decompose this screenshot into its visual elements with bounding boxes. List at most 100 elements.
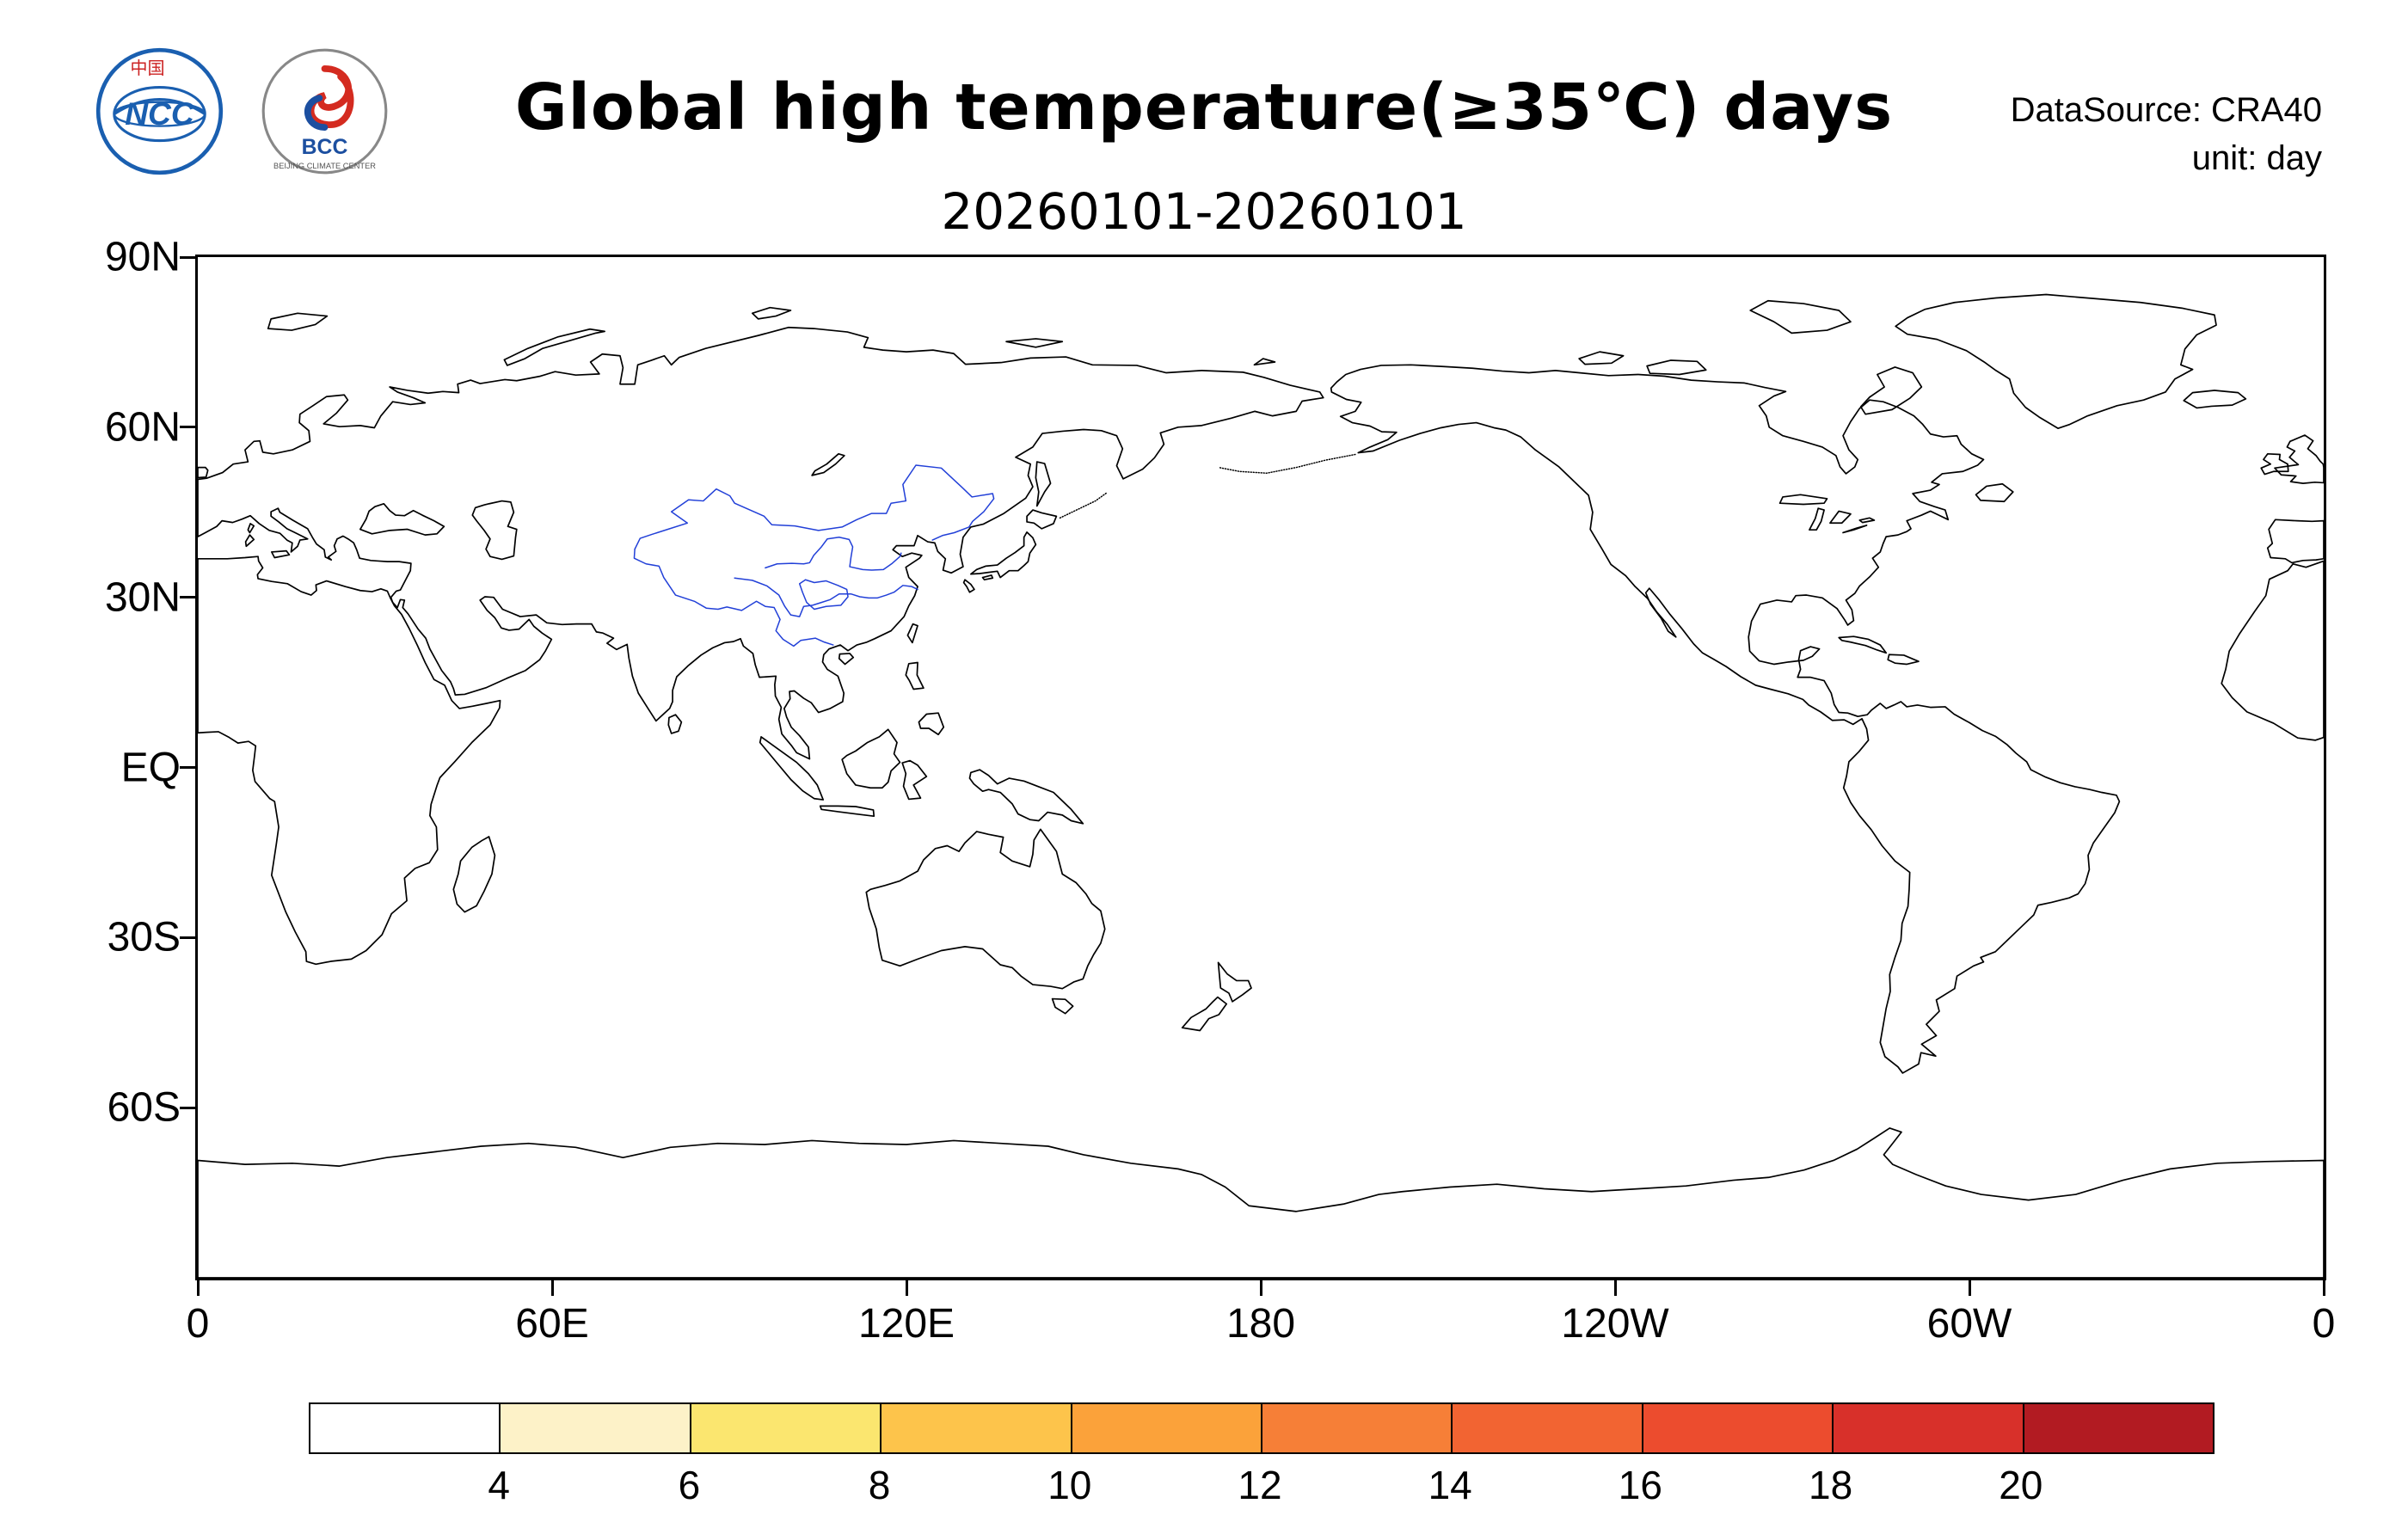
coastline [839, 654, 853, 665]
globe-ellipse-icon [113, 101, 206, 127]
ncc-logo-cn-text: 中国 [130, 58, 164, 78]
colorbar-tick-label: 14 [1428, 1463, 1472, 1507]
lon-tick-label: 60W [1926, 1301, 2012, 1347]
datasource-text: DataSource: CRA40 [2010, 91, 2322, 129]
lon-tickmark [2322, 1280, 2325, 1296]
china-boundary-river [635, 465, 993, 549]
coastline [360, 504, 445, 535]
colorbar-cell [1834, 1404, 2024, 1452]
coastline [1006, 339, 1062, 347]
china-boundary-river [634, 549, 832, 647]
colorbar-tick-label: 18 [1809, 1463, 1853, 1507]
coastline [820, 806, 874, 816]
coastline [1780, 494, 1828, 504]
colorbar-tick-label: 8 [868, 1463, 891, 1507]
bcc-logo: BCC BEIJING CLIMATE CENTER [261, 48, 388, 175]
lon-tickmark [550, 1280, 554, 1296]
coastline [1843, 525, 1866, 533]
world-map [198, 257, 2324, 1278]
coastline [1809, 508, 1824, 530]
ncc-logo: 中国 NCC [95, 47, 224, 175]
coastline [1895, 295, 2216, 429]
lat-tick-label: EQ [120, 745, 181, 790]
coastline [504, 329, 605, 365]
coastline [1861, 367, 1922, 414]
lon-tickmark [196, 1280, 200, 1296]
lon-tick-label: 0 [186, 1301, 210, 1347]
colorbar [309, 1402, 2214, 1454]
coastline [969, 770, 1083, 824]
lat-tick-label: 90N [104, 234, 181, 280]
coastline [198, 468, 208, 478]
ncc-logo-label: NCC [125, 95, 195, 132]
coastline [1254, 359, 1275, 365]
coastline [1579, 352, 1624, 365]
coastline [1859, 518, 1874, 522]
colorbar-tick-label: 16 [1618, 1463, 1662, 1507]
coastline [907, 624, 918, 643]
china-boundary-river [765, 537, 901, 570]
coastline [668, 715, 681, 733]
coastline [902, 761, 926, 800]
coastline [1976, 484, 2013, 501]
colorbar-tick-label: 4 [488, 1463, 510, 1507]
colorbar-labels: 4 6 8 10 12 14 16 18 20 [309, 1462, 2211, 1510]
coastline [1830, 511, 1851, 523]
coastline [760, 737, 823, 800]
lat-tickmark [180, 596, 195, 599]
coastline [198, 556, 501, 964]
lat-tickmark [180, 766, 195, 769]
lat-tickmark [180, 936, 195, 939]
coastline [866, 829, 1104, 988]
bcc-logo-label: BCC [302, 136, 348, 159]
colorbar-tick-label: 20 [1999, 1463, 2043, 1507]
colorbar-cell [691, 1404, 882, 1452]
colorbar-cell [310, 1404, 501, 1452]
page-subtitle: 20260101-20260101 [941, 182, 1467, 241]
colorbar-tick-label: 10 [1047, 1463, 1092, 1507]
source-block: DataSource: CRA40 unit: day [2011, 86, 2322, 182]
colorbar-cell [1643, 1404, 1834, 1452]
lat-tick-label: 60S [107, 1084, 181, 1131]
coastline [2275, 435, 2324, 483]
coastline [2221, 561, 2324, 740]
lon-tick-label: 120W [1561, 1301, 1669, 1347]
coastline [472, 501, 517, 560]
lat-tickmark [180, 1106, 195, 1109]
coastline [918, 713, 943, 734]
colorbar-cell [2024, 1404, 2214, 1452]
lon-tickmark [1613, 1280, 1617, 1296]
globe-arc-icon [113, 98, 206, 115]
bcc-logo-ring [261, 48, 388, 175]
china-boundary-river [734, 578, 918, 617]
coastline [2268, 519, 2324, 562]
ncc-logo-ring [95, 47, 224, 175]
coastline [1750, 301, 1851, 334]
unit-text: unit: day [2191, 139, 2322, 177]
china-boundary-river [800, 580, 848, 609]
bcc-swirl-red-icon [307, 65, 354, 128]
coastline [964, 580, 974, 592]
coastline [1182, 997, 1227, 1031]
coastline [1331, 365, 2120, 1073]
longitude-axis: 0 60E 120E 180 120W 60W 0 [187, 1300, 2336, 1352]
lat-tickmark [180, 255, 195, 259]
island-chain-dotted [1060, 493, 1108, 519]
coastline [198, 1128, 2324, 1278]
coastline [453, 837, 494, 912]
coastline [248, 524, 254, 533]
latitude-axis: 90N 60N 30N EQ 30S 60S [26, 235, 181, 1278]
lon-tick-label: 120E [857, 1301, 955, 1347]
coastline [2184, 390, 2245, 408]
coastline [1888, 654, 1919, 664]
coastline [1839, 636, 1886, 653]
colorbar-cell [1072, 1404, 1263, 1452]
bcc-swirl-blue-icon [304, 95, 329, 131]
coastline [842, 729, 900, 788]
page-title: Global high temperature(≥35℃) days [514, 71, 1894, 144]
coastline [906, 663, 924, 690]
coastline [1035, 462, 1050, 506]
lon-tick-label: 180 [1226, 1301, 1296, 1347]
lat-tick-label: 60N [104, 404, 181, 451]
coastline [1053, 999, 1073, 1014]
